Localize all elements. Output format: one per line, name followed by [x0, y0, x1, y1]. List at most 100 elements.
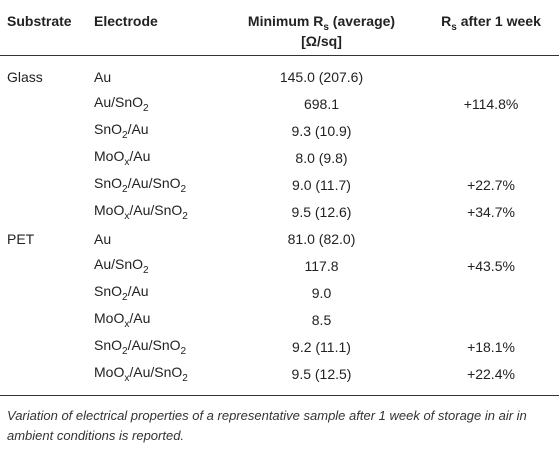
cell-electrode: MoOx/Au/SnO2	[88, 361, 220, 388]
results-table-container: Substrate Electrode Minimum Rs (average)…	[0, 0, 559, 388]
cell-min-rs: 9.5 (12.6)	[291, 204, 352, 220]
table-row: SnO2/Au 9.3 (10.9)	[0, 118, 559, 145]
cell-electrode: Au/SnO2	[88, 91, 220, 118]
electrode-subscript: 2	[122, 129, 128, 141]
header-rs-week-pre: R	[441, 13, 452, 29]
table-row: Au/SnO2 117.8 +43.5%	[0, 253, 559, 280]
table-row: SnO2/Au 9.0	[0, 280, 559, 307]
cell-min-rs: 698.1	[303, 96, 340, 112]
cell-min-rs: 9.2 (11.1)	[292, 339, 351, 355]
cell-rs-week: +22.4%	[467, 366, 515, 382]
table-row: MoOx/Au 8.5	[0, 307, 559, 334]
electrode-text: /Au/SnO	[129, 202, 183, 219]
electrode-text: /Au/SnO	[127, 337, 181, 354]
electrode-text: MoO	[94, 148, 125, 165]
electrode-subscript: x	[124, 210, 130, 222]
electrode-text: /Au	[129, 310, 151, 327]
header-min-rs-pre: Minimum R	[247, 13, 324, 29]
electrode-subscript: x	[124, 318, 130, 330]
cell-substrate	[0, 361, 88, 388]
cell-rs-week: +34.7%	[467, 204, 515, 220]
cell-min-rs: 9.0 (11.7)	[292, 177, 351, 193]
cell-substrate	[0, 118, 88, 145]
electrode-subscript: 2	[122, 291, 128, 303]
electrode-text: SnO	[94, 283, 123, 300]
electrode-subscript: x	[124, 372, 130, 384]
electrode-text: Au	[94, 231, 112, 247]
cell-substrate	[0, 199, 88, 226]
table-row: SnO2/Au/SnO2 9.2 (11.1) +18.1%	[0, 334, 559, 361]
table-row: Au/SnO2 698.1 +114.8%	[0, 91, 559, 118]
cell-rs-week	[423, 226, 559, 253]
cell-substrate	[0, 334, 88, 361]
cell-min-rs: 81.0 (82.0)	[287, 231, 356, 247]
cell-electrode: Au	[88, 226, 220, 253]
header-rs-week: Rs after 1 week	[423, 0, 559, 55]
cell-electrode: SnO2/Au/SnO2	[88, 334, 220, 361]
electrode-text: /Au/SnO	[129, 364, 183, 381]
cell-min-rs: 117.8	[304, 258, 339, 274]
cell-electrode: MoOx/Au	[88, 145, 220, 172]
electrode-subscript: 2	[122, 345, 128, 357]
electrode-text: Au/SnO	[94, 256, 144, 273]
cell-min-rs: 9.0	[311, 285, 332, 301]
cell-rs-week	[423, 55, 559, 91]
cell-rs-week: +114.8%	[463, 96, 519, 112]
cell-electrode: Au	[88, 55, 220, 91]
cell-substrate	[0, 307, 88, 334]
electrode-text: /Au	[129, 148, 151, 165]
cell-min-rs: 8.0 (9.8)	[295, 150, 348, 166]
cell-substrate: PET	[7, 231, 35, 247]
table-caption: Variation of electrical properties of a …	[7, 408, 527, 443]
electrode-subscript: 2	[143, 264, 149, 276]
electrode-text: SnO	[94, 337, 123, 354]
electrode-text: MoO	[94, 310, 125, 327]
cell-rs-week	[423, 307, 559, 334]
table-row: MoOx/Au 8.0 (9.8)	[0, 145, 559, 172]
table-row: MoOx/Au/SnO2 9.5 (12.6) +34.7%	[0, 199, 559, 226]
table-bottom-divider	[0, 395, 559, 396]
table-row: PET Au 81.0 (82.0)	[0, 226, 559, 253]
cell-substrate: Glass	[7, 69, 43, 85]
electrode-text: /Au/SnO	[127, 175, 181, 192]
cell-electrode: SnO2/Au	[88, 118, 220, 145]
electrode-text: MoO	[94, 364, 125, 381]
cell-min-rs: 9.5 (12.5)	[291, 366, 352, 382]
header-min-rs-unit: [Ω/sq]	[301, 32, 342, 49]
cell-electrode: MoOx/Au/SnO2	[88, 199, 220, 226]
header-electrode: Electrode	[94, 13, 158, 29]
cell-rs-week: +18.1%	[467, 339, 515, 355]
cell-substrate	[0, 253, 88, 280]
electrode-text: MoO	[94, 202, 125, 219]
electrode-subscript: 2	[180, 345, 187, 357]
table-row: Glass Au 145.0 (207.6)	[0, 55, 559, 91]
electrode-text: SnO	[94, 121, 123, 138]
header-min-rs-post: (average)	[328, 13, 396, 29]
cell-substrate	[0, 280, 88, 307]
cell-rs-week	[423, 118, 559, 145]
cell-electrode: MoOx/Au	[88, 307, 220, 334]
electrode-text: /Au	[127, 121, 149, 138]
cell-substrate	[0, 145, 88, 172]
table-row: MoOx/Au/SnO2 9.5 (12.5) +22.4%	[0, 361, 559, 388]
header-substrate: Substrate	[7, 13, 72, 29]
cell-rs-week: +22.7%	[467, 177, 515, 193]
table-row: SnO2/Au/SnO2 9.0 (11.7) +22.7%	[0, 172, 559, 199]
table-header-row: Substrate Electrode Minimum Rs (average)…	[0, 0, 559, 55]
table-body: Glass Au 145.0 (207.6) Au/SnO2 698.1 +114.8% S…	[0, 55, 559, 388]
electrode-text: Au/SnO	[94, 94, 144, 111]
cell-min-rs: 8.5	[311, 312, 332, 328]
electrode-subscript: 2	[143, 102, 149, 114]
cell-substrate	[0, 172, 88, 199]
cell-rs-week: +43.5%	[467, 258, 515, 274]
cell-rs-week	[423, 280, 559, 307]
cell-min-rs: 145.0 (207.6)	[279, 69, 364, 85]
electrode-text: SnO	[94, 175, 123, 192]
electrode-subscript: 2	[182, 372, 188, 384]
electrode-subscript: 2	[180, 183, 187, 195]
cell-electrode: Au/SnO2	[88, 253, 220, 280]
electrode-text: Au	[94, 69, 112, 85]
electrode-subscript: 2	[122, 183, 128, 195]
electrode-subscript: 2	[182, 210, 188, 222]
sheet-resistance-table: Substrate Electrode Minimum Rs (average)…	[0, 0, 559, 388]
